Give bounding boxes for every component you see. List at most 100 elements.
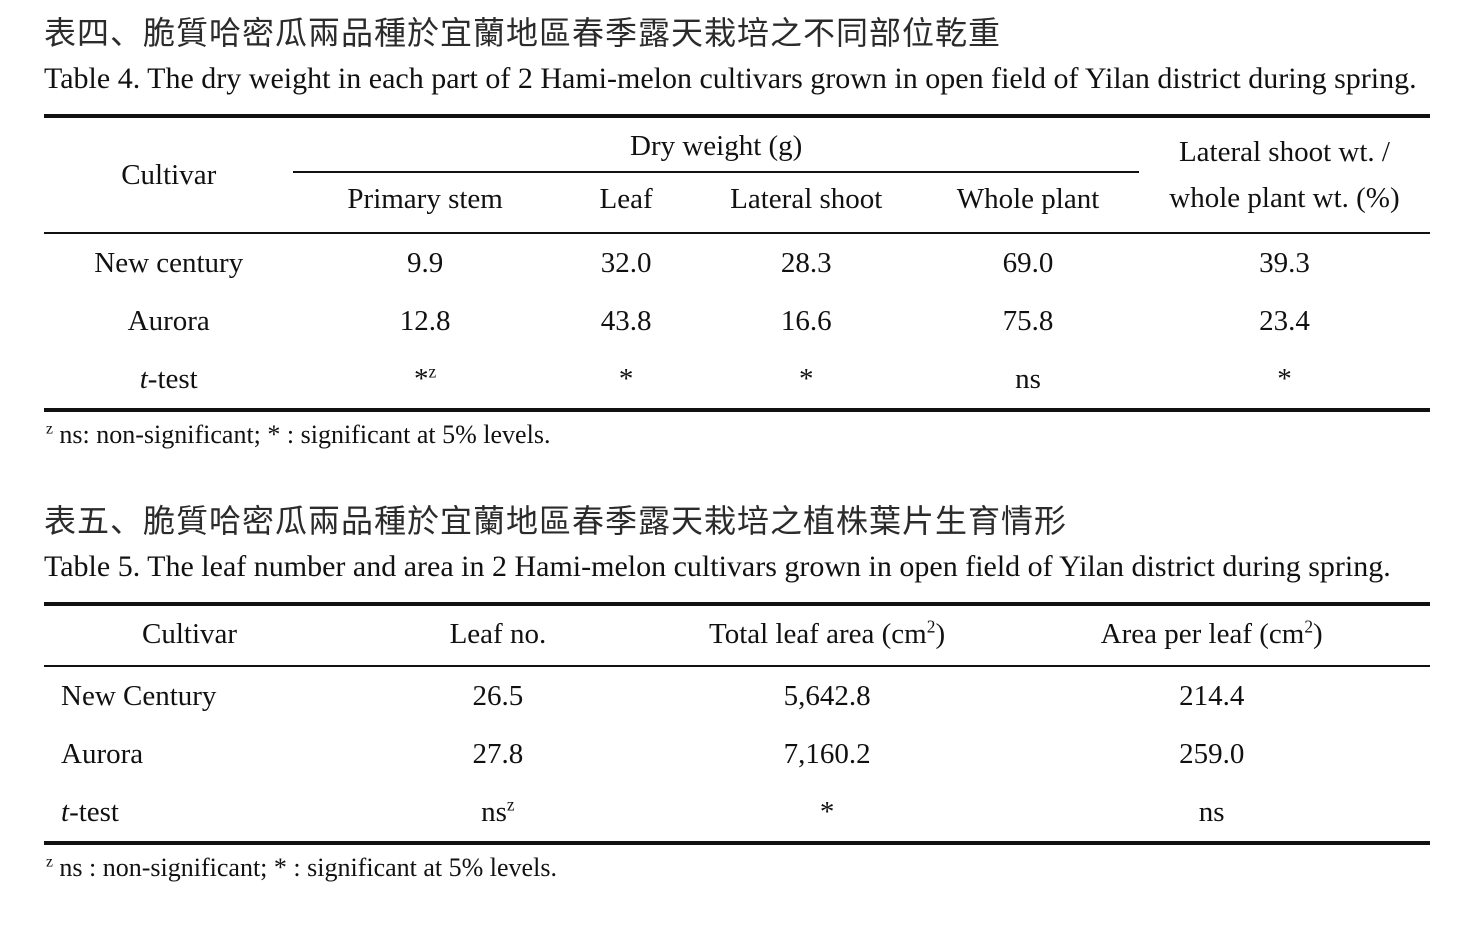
cell-lateral-shoot: 28.3 xyxy=(695,233,917,292)
table4-body: New century 9.9 32.0 28.3 69.0 39.3 Auro… xyxy=(44,233,1430,408)
cell-area-per-leaf: 259.0 xyxy=(993,725,1430,783)
footnote-text: ns : non-significant; * : significant at… xyxy=(52,852,557,882)
cell-primary-stem: *z xyxy=(293,350,556,408)
table5-frame: Cultivar Leaf no. Total leaf area (cm2) … xyxy=(44,601,1430,845)
table5-title-english: Table 5. The leaf number and area in 2 H… xyxy=(44,550,1391,584)
ttest-label-rest: -test xyxy=(147,362,198,395)
cell-value: 27.8 xyxy=(472,737,524,770)
superscript: z xyxy=(428,361,437,382)
cell-value: 16.6 xyxy=(780,304,832,337)
cell-value: * xyxy=(819,795,835,828)
footnote-text: ns: non-significant; * : significant at … xyxy=(52,419,551,449)
table5: Cultivar Leaf no. Total leaf area (cm2) … xyxy=(44,605,1430,841)
table4-footnote: z ns: non-significant; * : significant a… xyxy=(46,420,1430,450)
cell-ratio: * xyxy=(1139,350,1430,408)
cultivar-name: Aurora xyxy=(127,304,210,337)
cell-ratio: 23.4 xyxy=(1139,292,1430,350)
cell-whole-plant: 75.8 xyxy=(917,292,1139,350)
table4-header: Cultivar Dry weight (g) Lateral shoot wt… xyxy=(44,117,1430,234)
cell-value: 9.9 xyxy=(407,246,444,279)
superscript: 2 xyxy=(926,616,936,637)
cell-value: * xyxy=(799,362,814,395)
table5-col-header-leaf-no: Leaf no. xyxy=(335,605,661,667)
cell-value: ns xyxy=(481,795,507,828)
cell-leaf: * xyxy=(557,350,696,408)
header-text: ) xyxy=(1313,617,1323,650)
table4-row-aurora: Aurora 12.8 43.8 16.6 75.8 23.4 xyxy=(44,292,1430,350)
table5-footnote: z ns : non-significant; * : significant … xyxy=(46,853,1430,883)
cell-value: 32.0 xyxy=(600,246,652,279)
table5-row-aurora: Aurora 27.8 7,160.2 259.0 xyxy=(44,725,1430,783)
cell-value: 23.4 xyxy=(1259,304,1310,337)
table5-col-header-cultivar: Cultivar xyxy=(44,605,336,667)
ttest-label-rest: -test xyxy=(69,795,119,828)
cell-leaf-no: 26.5 xyxy=(335,666,661,725)
table4-col-header-cultivar: Cultivar xyxy=(44,117,294,234)
table5-section: 表五、脆質哈密瓜兩品種於宜蘭地區春季露天栽培之植株葉片生育情形 Table 5.… xyxy=(44,502,1430,883)
footnote-superscript: z xyxy=(46,420,53,438)
table4-section: 表四、脆質哈密瓜兩品種於宜蘭地區春季露天栽培之不同部位乾重 Table 4. T… xyxy=(44,14,1430,450)
superscript: z xyxy=(506,794,515,815)
cell-value: 5,642.8 xyxy=(783,679,871,712)
cell-value: 75.8 xyxy=(1002,304,1054,337)
cell-value: ns xyxy=(1198,795,1225,828)
table4-col-header-primary-stem: Primary stem xyxy=(293,171,557,234)
ttest-label: t-test xyxy=(44,350,293,408)
cell-value: * xyxy=(618,362,634,395)
cell-value: * xyxy=(1277,362,1292,395)
table4-header-row-2: Primary stem Leaf Lateral shoot Whole pl… xyxy=(44,171,1430,234)
cell-value: 39.3 xyxy=(1259,246,1310,279)
cell-area-per-leaf: ns xyxy=(993,783,1430,841)
cell-whole-plant: 69.0 xyxy=(917,233,1139,292)
cell-total-leaf-area: * xyxy=(661,783,994,841)
ratio-header-line1: Lateral shoot wt. / xyxy=(1178,135,1390,168)
cell-total-leaf-area: 7,160.2 xyxy=(661,725,994,783)
cell-lateral-shoot: * xyxy=(695,350,917,408)
cell-value: 28.3 xyxy=(780,246,832,279)
table4-col-header-leaf: Leaf xyxy=(556,171,696,234)
table4-title-english: Table 4. The dry weight in each part of … xyxy=(44,62,1417,96)
table5-col-header-total-leaf-area: Total leaf area (cm2) xyxy=(660,605,994,667)
cell-value: 69.0 xyxy=(1002,246,1054,279)
table4-col-header-whole-plant: Whole plant xyxy=(917,171,1139,234)
cell-ratio: 39.3 xyxy=(1139,233,1430,292)
table5-title-chinese: 表五、脆質哈密瓜兩品種於宜蘭地區春季露天栽培之植株葉片生育情形 xyxy=(44,502,1068,539)
superscript: 2 xyxy=(1304,616,1314,637)
table4-frame: Cultivar Dry weight (g) Lateral shoot wt… xyxy=(44,113,1430,412)
cell-area-per-leaf: 214.4 xyxy=(993,666,1430,725)
table4-header-row-1: Cultivar Dry weight (g) Lateral shoot wt… xyxy=(44,117,1430,234)
ttest-label-italic: t xyxy=(139,362,148,395)
cell-leaf-no: 27.8 xyxy=(335,725,661,783)
cell-leaf: 32.0 xyxy=(557,233,696,292)
table5-body: New Century 26.5 5,642.8 214.4 Aurora 27… xyxy=(44,666,1430,841)
cell-leaf-no: nsz xyxy=(335,783,661,841)
table5-header-row: Cultivar Leaf no. Total leaf area (cm2) … xyxy=(44,605,1430,667)
cell-value: 26.5 xyxy=(472,679,524,712)
table4-group-header-dry-weight: Dry weight (g) xyxy=(293,117,1139,173)
header-text: ) xyxy=(935,617,946,650)
header-text: Area per leaf (cm xyxy=(1100,617,1305,650)
cell-value: 214.4 xyxy=(1179,679,1245,712)
table4-col-header-lateral-shoot: Lateral shoot xyxy=(695,171,918,234)
cultivar-name: New century xyxy=(94,246,244,279)
cell-value: 259.0 xyxy=(1179,737,1245,770)
cell-primary-stem: 9.9 xyxy=(293,233,556,292)
table5-header: Cultivar Leaf no. Total leaf area (cm2) … xyxy=(44,605,1430,667)
cultivar-name: Aurora xyxy=(61,737,144,770)
cell-value: ns xyxy=(1015,362,1041,395)
cell-primary-stem: 12.8 xyxy=(293,292,556,350)
cell-total-leaf-area: 5,642.8 xyxy=(661,666,994,725)
footnote-superscript: z xyxy=(46,853,53,871)
ratio-header-line2: whole plant wt. (%) xyxy=(1169,181,1400,214)
cell-whole-plant: ns xyxy=(917,350,1139,408)
table5-col-header-area-per-leaf: Area per leaf (cm2) xyxy=(993,605,1430,667)
table4-col-header-ratio: Lateral shoot wt. / whole plant wt. (%) xyxy=(1138,117,1430,234)
table4-row-new-century: New century 9.9 32.0 28.3 69.0 39.3 xyxy=(44,233,1430,292)
ttest-label-italic: t xyxy=(61,795,70,828)
cell-value: 12.8 xyxy=(399,304,451,337)
cultivar-name: New Century xyxy=(61,679,217,712)
cell-lateral-shoot: 16.6 xyxy=(695,292,917,350)
cell-value: 7,160.2 xyxy=(783,737,871,770)
ttest-label: t-test xyxy=(44,783,335,841)
